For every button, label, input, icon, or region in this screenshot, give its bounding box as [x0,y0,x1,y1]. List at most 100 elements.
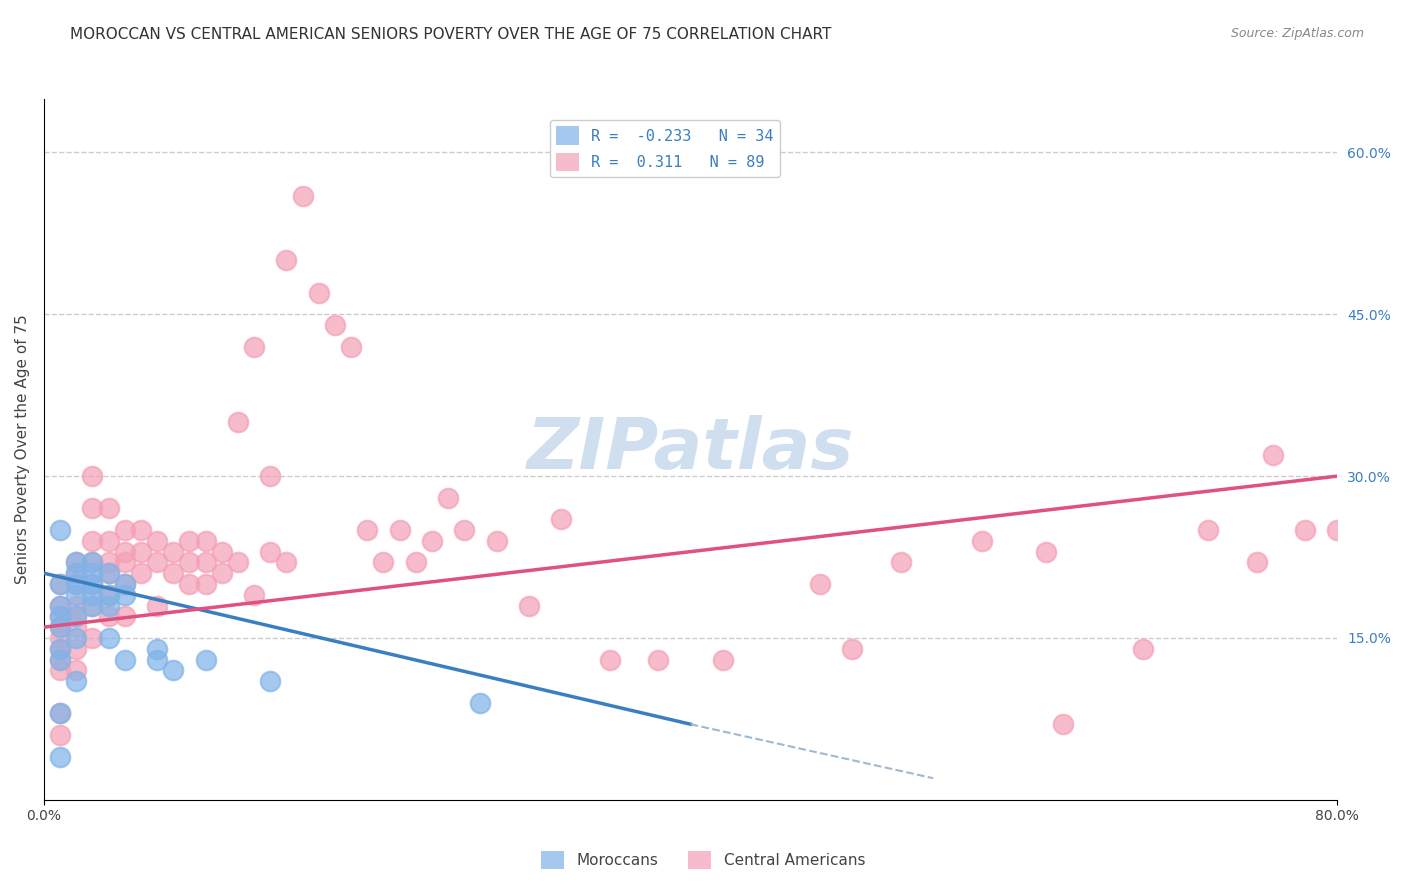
Point [97,556,120,570]
Point [49,620,72,634]
Point [226,556,249,570]
Point [647,652,669,666]
Point [49,663,72,677]
Point [49,577,72,591]
Point [97,566,120,581]
Point [323,318,346,332]
Point [82,599,104,613]
Point [49,609,72,624]
Point [1326,523,1348,537]
Point [65,588,87,602]
Point [517,599,540,613]
Point [179,577,201,591]
Point [114,609,136,624]
Point [49,706,72,721]
Point [841,641,863,656]
Point [82,469,104,483]
Point [890,556,912,570]
Point [129,523,152,537]
Legend: Moroccans, Central Americans: Moroccans, Central Americans [534,845,872,875]
Point [276,253,298,268]
Point [82,556,104,570]
Point [49,706,72,721]
Point [49,599,72,613]
Point [49,641,72,656]
Point [97,566,120,581]
Point [437,491,460,505]
Point [65,556,87,570]
Point [211,566,233,581]
Point [162,663,184,677]
Point [194,533,217,548]
Point [146,533,169,548]
Point [114,577,136,591]
Point [49,609,72,624]
Point [129,566,152,581]
Point [1246,556,1268,570]
Point [291,188,314,202]
Point [49,599,72,613]
Text: ZIPatlas: ZIPatlas [527,415,855,483]
Point [194,652,217,666]
Point [970,533,993,548]
Point [1035,544,1057,558]
Point [97,588,120,602]
Point [259,674,281,689]
Point [162,566,184,581]
Y-axis label: Seniors Poverty Over the Age of 75: Seniors Poverty Over the Age of 75 [15,314,30,584]
Point [243,340,266,354]
Point [259,469,281,483]
Point [82,599,104,613]
Point [65,556,87,570]
Point [226,415,249,429]
Point [1052,717,1074,731]
Point [82,556,104,570]
Point [146,641,169,656]
Point [65,566,87,581]
Point [49,523,72,537]
Point [470,696,492,710]
Point [340,340,363,354]
Point [179,556,201,570]
Point [405,556,427,570]
Point [65,641,87,656]
Point [114,523,136,537]
Point [82,566,104,581]
Point [808,577,831,591]
Point [97,533,120,548]
Point [65,599,87,613]
Point [65,577,87,591]
Point [49,652,72,666]
Point [114,556,136,570]
Point [550,512,572,526]
Point [146,652,169,666]
Point [82,577,104,591]
Point [114,588,136,602]
Point [49,641,72,656]
Point [65,674,87,689]
Point [211,544,233,558]
Point [308,285,330,300]
Point [276,556,298,570]
Point [82,631,104,645]
Point [146,556,169,570]
Point [194,577,217,591]
Point [65,631,87,645]
Point [65,577,87,591]
Point [453,523,475,537]
Point [49,652,72,666]
Point [82,501,104,516]
Point [1294,523,1316,537]
Point [146,599,169,613]
Point [65,663,87,677]
Point [599,652,621,666]
Point [49,620,72,634]
Point [388,523,411,537]
Point [114,577,136,591]
Point [49,577,72,591]
Text: Source: ZipAtlas.com: Source: ZipAtlas.com [1230,27,1364,40]
Point [82,577,104,591]
Point [1261,448,1284,462]
Point [65,609,87,624]
Legend: R =  -0.233   N = 34, R =  0.311   N = 89: R = -0.233 N = 34, R = 0.311 N = 89 [550,120,780,178]
